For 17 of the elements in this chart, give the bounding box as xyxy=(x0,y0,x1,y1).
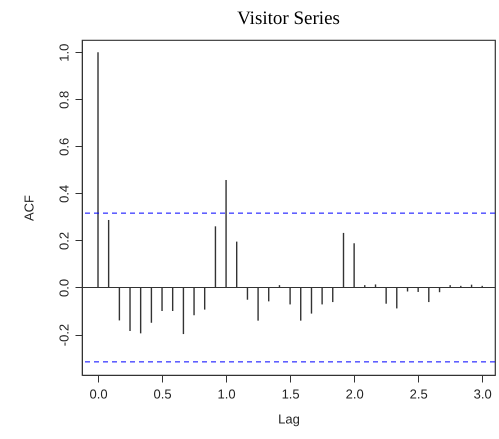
y-tick-label: 0.0 xyxy=(56,278,72,298)
y-tick-label: 0.6 xyxy=(56,138,72,156)
x-tick-label: 0.5 xyxy=(154,386,172,402)
y-tick-label: 0.2 xyxy=(56,232,72,250)
x-tick-label: 1.5 xyxy=(282,386,300,402)
y-axis-title: ACF xyxy=(22,194,36,221)
x-tick-label: 2.0 xyxy=(346,386,364,402)
y-tick-label: 1.0 xyxy=(56,44,72,62)
y-tick-label: 0.8 xyxy=(56,90,72,109)
x-tick-label: 0.0 xyxy=(89,386,108,402)
y-tick-label: -0.2 xyxy=(56,324,72,346)
y-tick-label: 0.4 xyxy=(56,184,72,203)
x-axis-title: Lag xyxy=(278,412,300,426)
x-tick-label: 2.5 xyxy=(410,386,428,402)
x-tick-label: 1.0 xyxy=(218,386,236,402)
x-tick-label: 3.0 xyxy=(474,386,492,402)
chart-title: Visitor Series xyxy=(237,8,340,29)
